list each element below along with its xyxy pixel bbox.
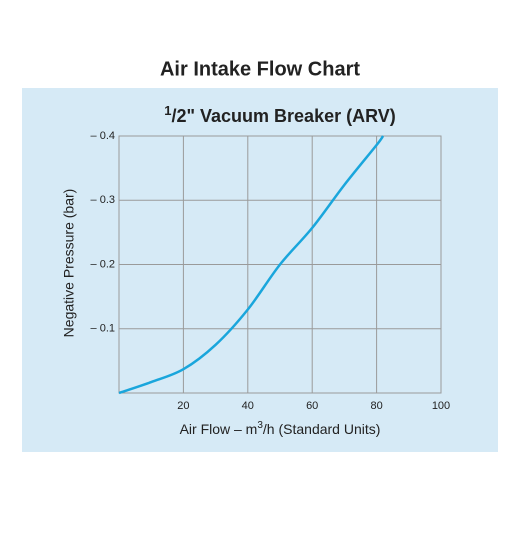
x-tick-label: 80: [370, 400, 382, 412]
y-tick-label: – 0.4: [91, 130, 115, 142]
data-line: [118, 135, 385, 395]
subtitle-text: /2" Vacuum Breaker (ARV): [171, 106, 395, 126]
y-tick-label: – 0.1: [91, 323, 115, 335]
chart-subtitle: 1/2" Vacuum Breaker (ARV): [164, 103, 396, 125]
panel: [22, 88, 498, 452]
x-label-part: /h (Standard Units): [263, 421, 381, 437]
x-tick-label: 60: [306, 400, 318, 412]
y-tick-label: – 0.2: [91, 258, 115, 270]
x-tick-label: 20: [177, 400, 189, 412]
y-tick-label: – 0.3: [91, 194, 115, 206]
x-label-sup: 3: [257, 420, 263, 431]
x-axis-label: Air Flow – m3/h (Standard Units): [180, 420, 381, 437]
y-axis-label: Negative Pressure (bar): [61, 189, 77, 338]
x-label-part: Air Flow – m: [180, 421, 258, 437]
chart-title: Air Intake Flow Chart: [160, 58, 360, 80]
subtitle-sup: 1: [164, 103, 171, 118]
x-tick-label: 100: [432, 400, 450, 412]
x-tick-label: 40: [242, 400, 254, 412]
